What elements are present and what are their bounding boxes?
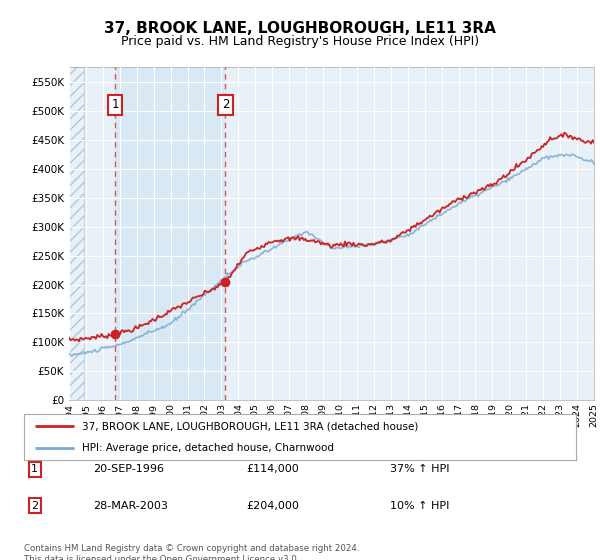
Text: 1: 1	[31, 464, 38, 474]
Text: 20-SEP-1996: 20-SEP-1996	[93, 464, 164, 474]
Text: £114,000: £114,000	[246, 464, 299, 474]
Text: 37, BROOK LANE, LOUGHBOROUGH, LE11 3RA (detached house): 37, BROOK LANE, LOUGHBOROUGH, LE11 3RA (…	[82, 421, 418, 431]
Text: 10% ↑ HPI: 10% ↑ HPI	[390, 501, 449, 511]
Text: 37, BROOK LANE, LOUGHBOROUGH, LE11 3RA: 37, BROOK LANE, LOUGHBOROUGH, LE11 3RA	[104, 21, 496, 36]
Text: Price paid vs. HM Land Registry's House Price Index (HPI): Price paid vs. HM Land Registry's House …	[121, 35, 479, 48]
Bar	[115, 67, 226, 400]
Text: 1: 1	[112, 99, 119, 111]
Text: 28-MAR-2003: 28-MAR-2003	[93, 501, 168, 511]
Text: 37% ↑ HPI: 37% ↑ HPI	[390, 464, 449, 474]
Text: 2: 2	[222, 99, 229, 111]
Bar	[69, 67, 84, 400]
Text: HPI: Average price, detached house, Charnwood: HPI: Average price, detached house, Char…	[82, 443, 334, 453]
Text: 2: 2	[31, 501, 38, 511]
Text: £204,000: £204,000	[246, 501, 299, 511]
Text: Contains HM Land Registry data © Crown copyright and database right 2024.
This d: Contains HM Land Registry data © Crown c…	[24, 544, 359, 560]
Bar	[69, 67, 84, 400]
